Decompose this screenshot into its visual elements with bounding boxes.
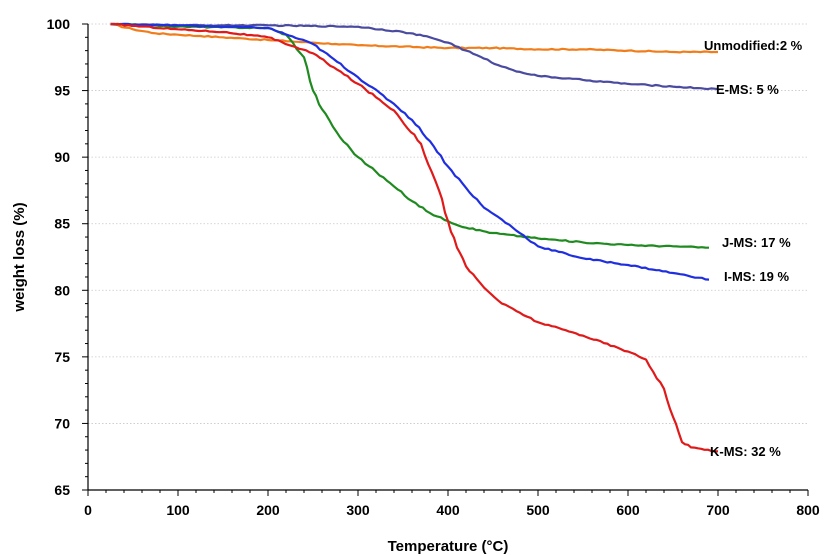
series-line-k-ms [110,22,719,453]
axes [87,24,808,491]
y-tick-label: 65 [54,482,70,498]
series-line-e-ms [110,22,719,91]
x-tick-label: 600 [616,502,640,518]
x-axis-ticks: 0 100 200 300 400 500 600 700 800 [84,490,820,518]
x-tick-label: 200 [256,502,280,518]
x-tick-label: 800 [796,502,820,518]
x-tick-label: 700 [706,502,730,518]
x-tick-label: 100 [166,502,190,518]
series-line-j-ms [110,22,710,249]
series-label-j-ms: J-MS: 17 % [722,235,791,250]
series-labels: Unmodified:2 % E-MS: 5 % J-MS: 17 % I-MS: 1… [704,38,803,459]
series-label-unmodified: Unmodified:2 % [704,38,803,53]
y-tick-label: 85 [54,216,70,232]
y-tick-label: 70 [54,415,70,431]
series-line-i-ms [110,22,710,281]
y-tick-label: 80 [54,282,70,298]
x-tick-label: 500 [526,502,550,518]
y-tick-label: 90 [54,149,70,165]
series-label-e-ms: E-MS: 5 % [716,82,779,97]
y-tick-label: 100 [47,16,71,32]
x-tick-label: 400 [436,502,460,518]
x-tick-label: 0 [84,502,92,518]
series-label-k-ms: K-MS: 32 % [710,444,781,459]
series-line-unmodified [110,22,718,54]
y-axis-title: weight loss (%) [11,202,28,312]
y-tick-label: 75 [54,349,70,365]
y-axis-ticks: 65 70 75 80 85 90 95 100 [47,16,88,498]
y-tick-label: 95 [54,83,70,99]
series-lines [110,22,719,453]
x-axis-title: Temperature (°C) [388,538,509,555]
x-tick-label: 300 [346,502,370,518]
series-label-i-ms: I-MS: 19 % [724,269,789,284]
grid-lines [88,23,808,424]
